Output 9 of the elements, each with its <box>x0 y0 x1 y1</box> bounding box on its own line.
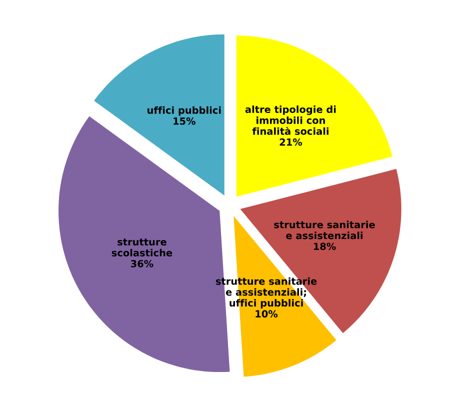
data-label: 36% <box>130 260 154 268</box>
data-label: 10% <box>256 310 278 318</box>
slice-label: strutture scolastiche <box>112 238 172 256</box>
data-label: 18% <box>314 242 336 250</box>
slice-label: uffici pubblici <box>148 106 221 116</box>
data-label: 21% <box>280 138 302 146</box>
slice-label: strutture sanitarie e assistenziali <box>274 220 375 240</box>
data-label: 15% <box>174 117 196 125</box>
slice-label: altre tipologie di immobili con finalità sociali <box>245 106 336 135</box>
